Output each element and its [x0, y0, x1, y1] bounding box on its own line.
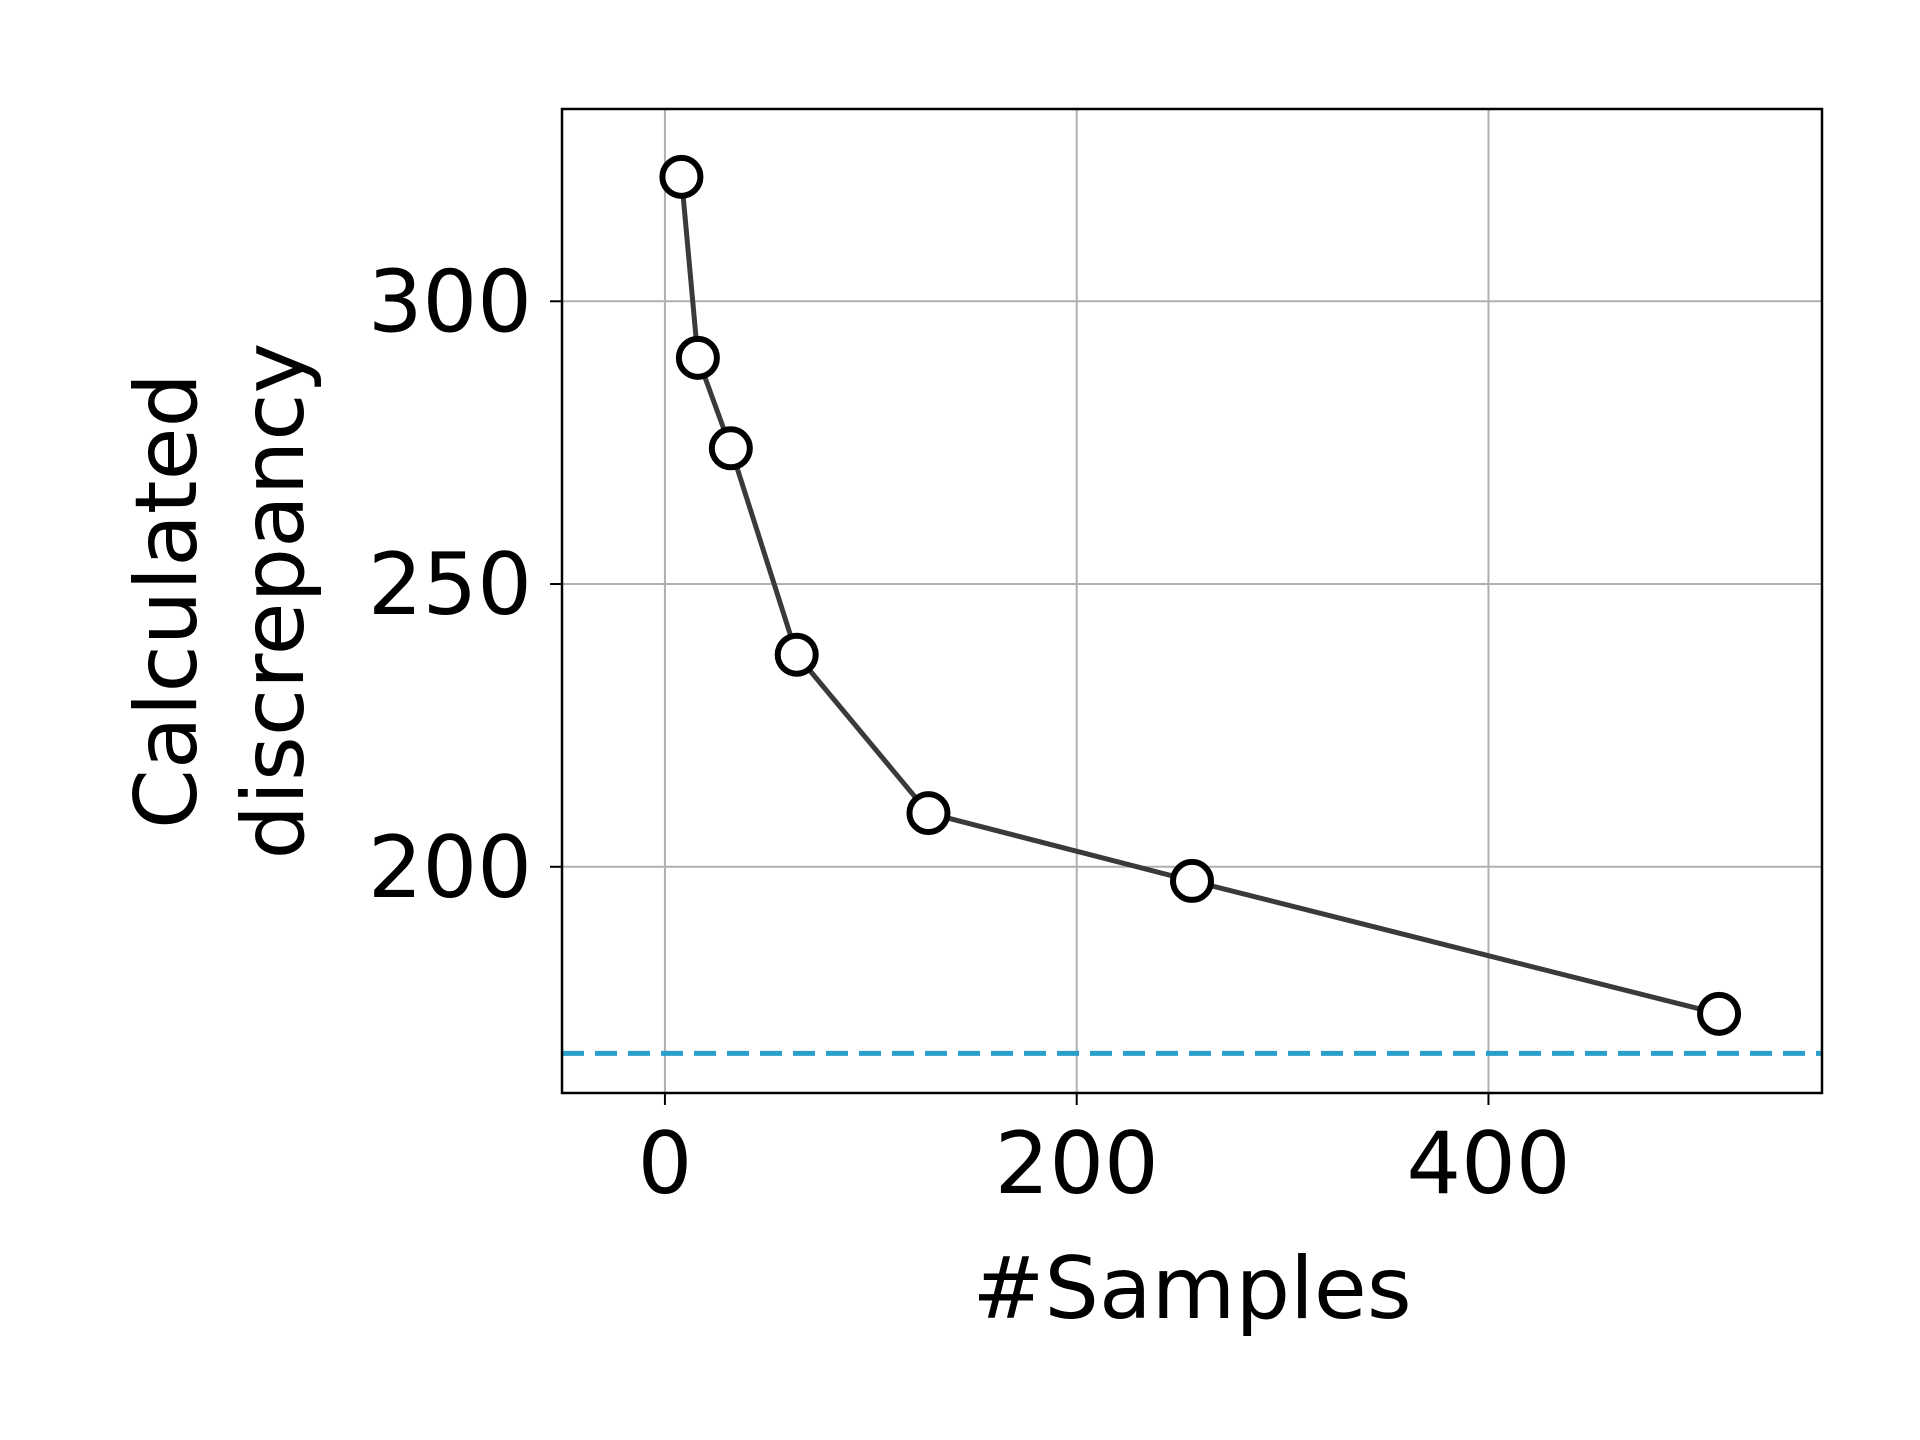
y-tick-label-0: 200	[368, 818, 532, 918]
ticks: 0 200 400 200 250 300	[368, 252, 1571, 1214]
data-point-0-1	[675, 335, 720, 380]
data-point-0-0	[659, 154, 704, 199]
data-point-0-4	[906, 791, 951, 836]
data-point-0-2	[708, 426, 753, 471]
y-axis-label: Calculated discrepancy	[117, 343, 324, 860]
data-point-0-3	[774, 632, 819, 677]
x-axis-label: #Samples	[972, 1239, 1411, 1339]
data-point-0-6	[1697, 991, 1742, 1036]
x-tick-label-0: 0	[638, 1114, 693, 1214]
y-axis-label-line-2: discrepancy	[224, 343, 324, 860]
y-tick-label-1: 250	[368, 535, 532, 635]
y-tick-label-2: 300	[368, 252, 532, 352]
y-axis-label-line-1: Calculated	[117, 373, 217, 829]
data-point-0-5	[1170, 858, 1214, 903]
x-tick-label-1: 200	[995, 1114, 1159, 1214]
plot-frame	[560, 107, 1824, 1095]
series-group	[659, 154, 1742, 1036]
x-tick-label-2: 400	[1406, 1114, 1570, 1214]
